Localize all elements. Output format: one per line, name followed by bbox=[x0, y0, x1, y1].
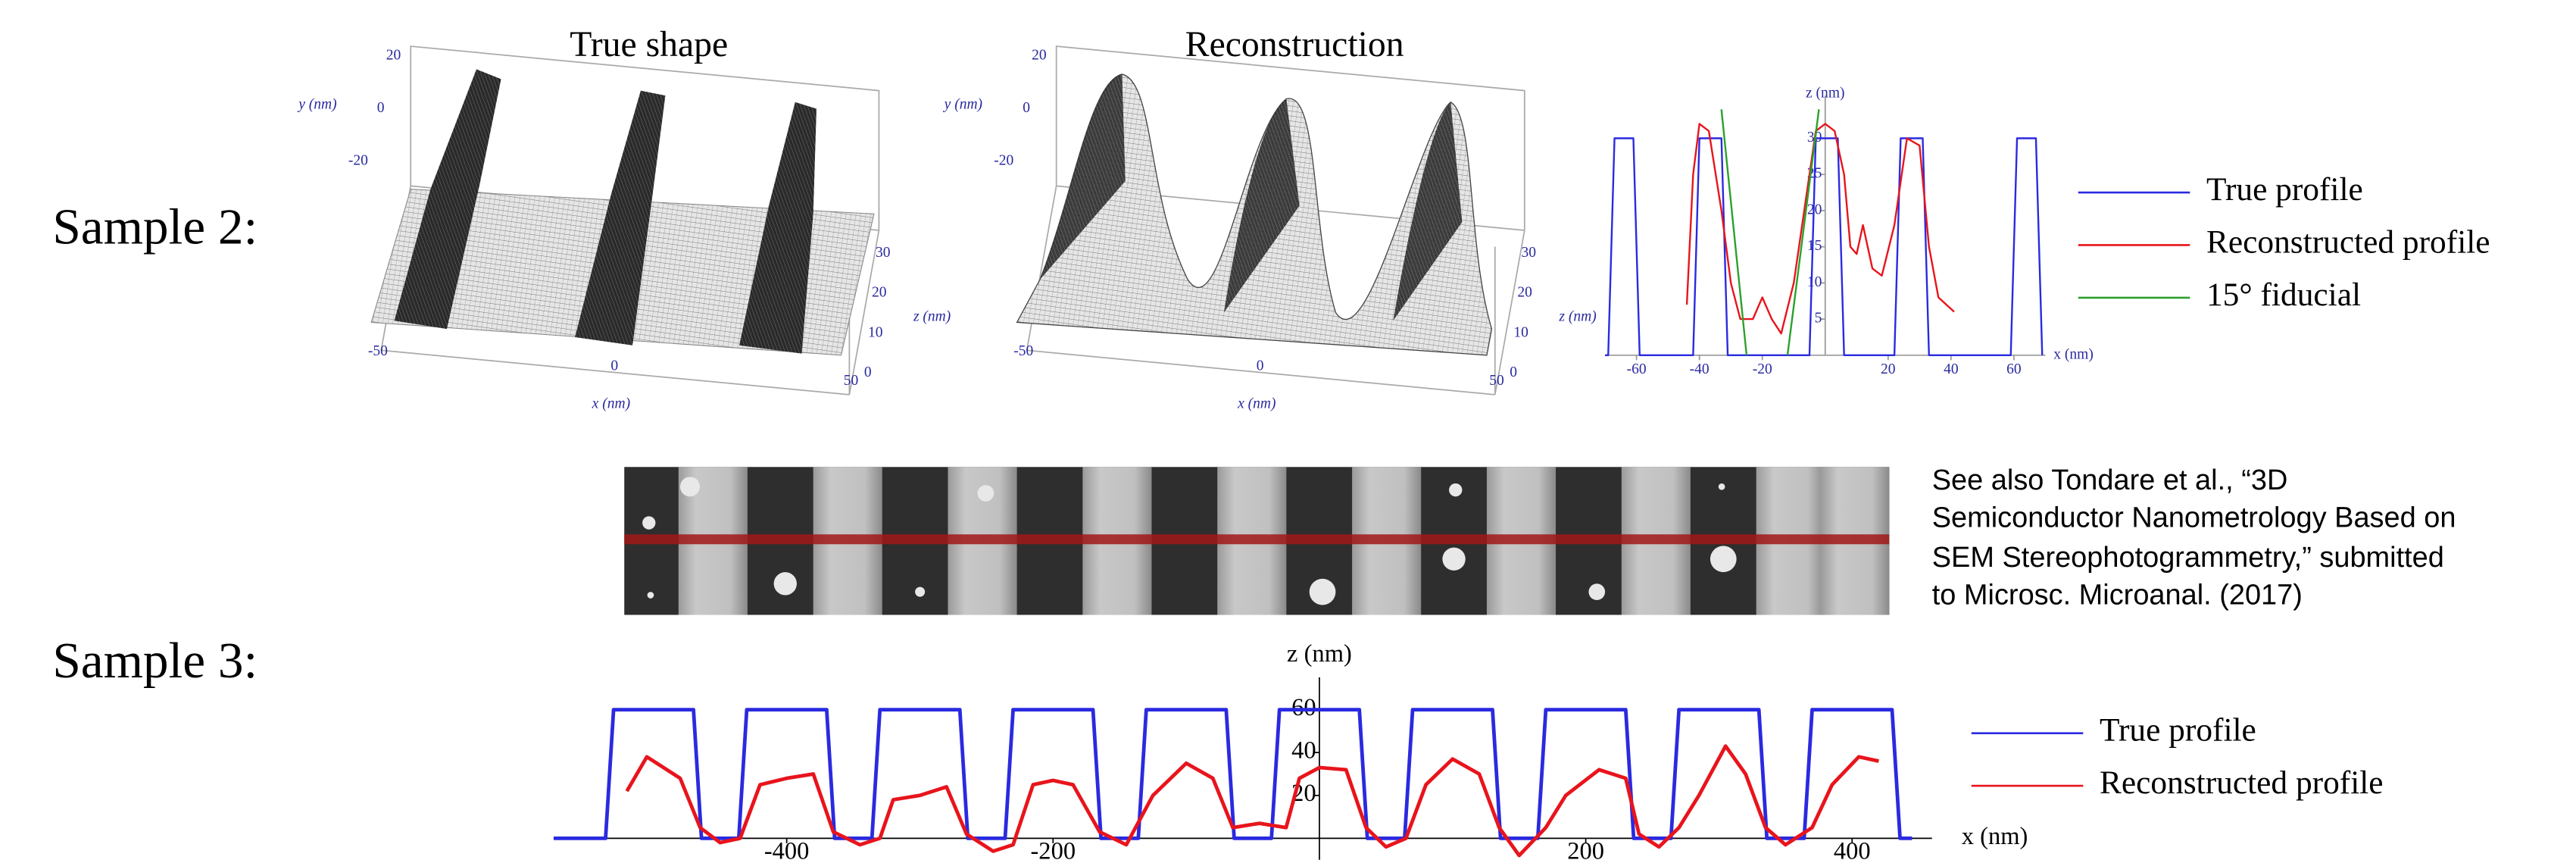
axis-label: y (nm) bbox=[297, 97, 336, 113]
axis-label: z (nm) bbox=[1806, 85, 1844, 101]
axis-label: x (nm) bbox=[1237, 396, 1276, 411]
x-tick-label: 50 bbox=[844, 373, 859, 389]
x-tick-label: -60 bbox=[1627, 361, 1647, 377]
surface-plot: Reconstruction y (nm) x (nm) z (nm) -50 0 50 -2… bbox=[943, 24, 1597, 411]
sem-particle bbox=[647, 592, 654, 599]
axis-label: z (nm) bbox=[1558, 308, 1596, 324]
sem-image bbox=[624, 467, 1890, 615]
z-tick-label: 20 bbox=[1517, 285, 1532, 301]
axis-label: x (nm) bbox=[2053, 346, 2094, 362]
citation-line: SEM Stereophotogrammetry,” submitted bbox=[1932, 542, 2444, 574]
x-tick-label: 400 bbox=[1834, 837, 1871, 860]
y-tick-label: 15 bbox=[1807, 238, 1822, 254]
x-tick-label: 20 bbox=[1881, 361, 1896, 377]
x-tick-label: 50 bbox=[1489, 373, 1504, 389]
sem-particle bbox=[773, 572, 797, 596]
z-tick-label: 20 bbox=[872, 285, 887, 301]
sample-label: Sample 2: bbox=[52, 199, 258, 255]
y-tick-label: 5 bbox=[1815, 311, 1822, 327]
legend-label: True profile bbox=[2100, 712, 2256, 749]
x-tick-label: 40 bbox=[1944, 361, 1959, 377]
axis-label: z (nm) bbox=[913, 308, 951, 324]
legend-label: Reconstructed profile bbox=[2100, 765, 2384, 801]
sem-particle bbox=[1710, 546, 1737, 573]
axis-label: z (nm) bbox=[1287, 640, 1352, 668]
z-tick-label: 30 bbox=[876, 245, 891, 261]
z-tick-label: 10 bbox=[868, 324, 883, 340]
y-tick-label: 20 bbox=[386, 48, 401, 64]
y-tick-label: -20 bbox=[348, 152, 368, 168]
x-tick-label: -50 bbox=[368, 343, 388, 359]
y-tick-label: 0 bbox=[377, 100, 385, 116]
sem-particle bbox=[1309, 578, 1336, 605]
y-tick-label: 10 bbox=[1807, 274, 1822, 290]
z-tick-label: 0 bbox=[864, 364, 872, 380]
z-tick-label: 10 bbox=[1513, 324, 1528, 340]
citation-line: See also Tondare et al., “3D bbox=[1932, 464, 2288, 496]
y-tick-label: 20 bbox=[1032, 48, 1047, 64]
x-tick-label: 0 bbox=[1257, 358, 1264, 374]
axis-label: x (nm) bbox=[592, 396, 630, 411]
data-line bbox=[625, 744, 1879, 858]
sem-particle bbox=[977, 485, 994, 502]
x-tick-label: -50 bbox=[1013, 343, 1033, 359]
sem-particle bbox=[1449, 483, 1463, 497]
legend-label: 15° fiducial bbox=[2206, 277, 2361, 313]
surface-plot: True shape y (nm) x (nm) z (nm) -50 0 50 -20 0 20… bbox=[297, 24, 951, 411]
x-tick-label: -200 bbox=[1030, 837, 1076, 860]
data-line bbox=[553, 708, 1912, 840]
data-line bbox=[1685, 123, 1955, 335]
legend-label: Reconstructed profile bbox=[2206, 224, 2490, 260]
y-tick-label: 40 bbox=[1291, 737, 1316, 765]
sem-particle bbox=[1588, 583, 1606, 600]
sem-particle bbox=[1442, 547, 1466, 571]
y-tick-label: 60 bbox=[1291, 694, 1316, 721]
x-tick-label: -400 bbox=[764, 837, 810, 860]
sem-particle bbox=[1718, 483, 1725, 490]
sem-particle bbox=[642, 516, 656, 530]
x-tick-label: 0 bbox=[610, 358, 618, 374]
sample-label: Sample 3: bbox=[52, 632, 258, 689]
citation-line: to Microsc. Microanal. (2017) bbox=[1932, 580, 2303, 611]
x-tick-label: -20 bbox=[1753, 361, 1772, 377]
legend-label: True profile bbox=[2206, 171, 2363, 208]
citation-line: Semiconductor Nanometrology Based on bbox=[1932, 502, 2456, 534]
surface-title: Reconstruction bbox=[1185, 24, 1404, 64]
surface-title: True shape bbox=[570, 24, 728, 64]
axis-label: x (nm) bbox=[1962, 823, 2028, 850]
y-tick-label: 20 bbox=[1807, 202, 1822, 217]
axis-label: y (nm) bbox=[943, 97, 982, 113]
data-line bbox=[1720, 109, 1820, 355]
z-tick-label: 0 bbox=[1510, 364, 1517, 380]
x-tick-label: 200 bbox=[1567, 837, 1604, 860]
z-tick-label: 30 bbox=[1521, 245, 1536, 261]
sem-particle bbox=[679, 477, 700, 497]
sem-particle bbox=[915, 586, 926, 597]
y-tick-label: 0 bbox=[1023, 100, 1030, 116]
x-tick-label: -40 bbox=[1690, 361, 1710, 377]
y-tick-label: -20 bbox=[994, 152, 1013, 168]
sem-scan-line bbox=[624, 534, 1890, 545]
x-tick-label: 60 bbox=[2006, 361, 2022, 377]
citation: See also Tondare et al., “3D Semiconduct… bbox=[1932, 464, 2456, 611]
